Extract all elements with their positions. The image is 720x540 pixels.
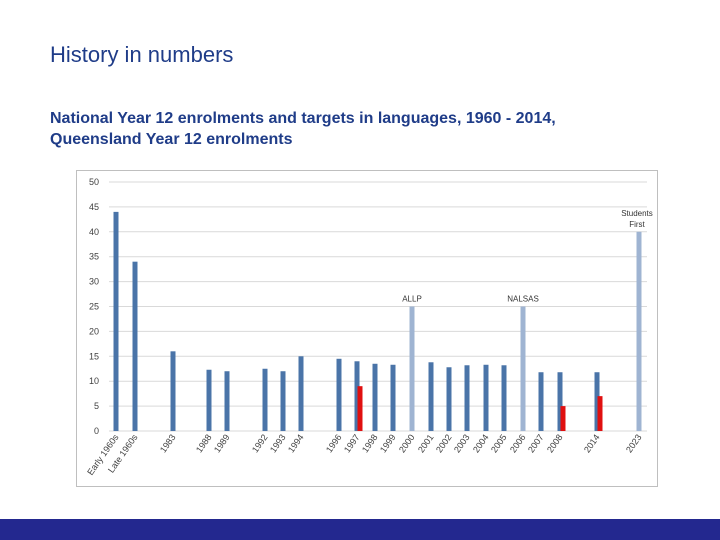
bar-national_mid: [464, 365, 470, 431]
bar-queensland: [357, 386, 363, 431]
y-tick-label: 5: [94, 401, 99, 411]
bar-queensland: [597, 396, 603, 431]
x-tick-label: 1992: [250, 432, 270, 454]
bar-national: [113, 211, 119, 431]
footer-bar: [0, 519, 720, 540]
x-tick-label: 1988: [194, 432, 214, 454]
y-tick-label: 25: [89, 302, 99, 312]
y-tick-label: 40: [89, 227, 99, 237]
chart-frame: 0 5 10 15 20 25 30 35 40 45 50 ALLP NALSAS Students Fi…: [76, 170, 658, 487]
bar-target: [409, 306, 415, 431]
y-tick-label: 35: [89, 252, 99, 262]
bar-national_mid: [298, 356, 304, 431]
x-tick-label: 1989: [212, 432, 232, 454]
annotation-label: NALSAS: [507, 295, 539, 304]
bar-target: [520, 306, 526, 431]
x-tick-label: 1993: [268, 432, 288, 454]
x-tick-label: 2000: [397, 432, 417, 454]
annotation-label: First: [629, 220, 645, 229]
y-tick-label: 20: [89, 326, 99, 336]
bar-national_mid: [170, 351, 176, 431]
bar-national_mid: [354, 361, 360, 431]
annotation-label: Students: [621, 209, 653, 218]
x-tick-label: 2001: [416, 432, 436, 454]
x-tick-label: 2014: [582, 432, 602, 454]
x-tick-label: 1998: [360, 432, 380, 454]
x-tick-label: 1999: [378, 432, 398, 454]
enrolment-bar-chart: 0 5 10 15 20 25 30 35 40 45 50 ALLP NALSAS Students Fi…: [85, 177, 653, 477]
x-tick-label: 2006: [508, 432, 528, 454]
y-tick-label: 30: [89, 277, 99, 287]
bar-national_mid: [501, 365, 507, 431]
x-tick-label: 2005: [489, 432, 509, 454]
x-tick-label: 1996: [324, 432, 344, 454]
bar-national_mid: [224, 371, 230, 431]
bar-national_mid: [446, 367, 452, 431]
bar-national_mid: [594, 372, 600, 431]
x-tick-label: 2008: [545, 432, 565, 454]
y-tick-label: 10: [89, 376, 99, 386]
bar-national_mid: [262, 368, 268, 431]
y-tick-label: 50: [89, 177, 99, 187]
bar-queensland: [560, 406, 566, 431]
bar-target: [636, 231, 642, 431]
bar-national_mid: [206, 369, 212, 431]
bar-national_mid: [428, 362, 434, 431]
x-tick-label: 1997: [342, 432, 362, 454]
slide-title: History in numbers: [50, 42, 234, 67]
x-tick-label: 2004: [471, 432, 491, 454]
x-tick-label: 1994: [286, 432, 306, 454]
subtitle-line-1: National Year 12 enrolments and targets …: [50, 110, 556, 127]
subtitle-line-2: Queensland Year 12 enrolments: [50, 131, 293, 148]
bar-national_mid: [390, 364, 396, 431]
y-tick-label: 45: [89, 202, 99, 212]
annotation-label: ALLP: [402, 295, 422, 304]
x-tick-label: 1983: [158, 432, 178, 454]
bar-national_mid: [538, 372, 544, 431]
x-tick-label: 2003: [452, 432, 472, 454]
x-tick-label: 2007: [526, 432, 546, 454]
bar-national_mid: [557, 372, 563, 431]
x-tick-label: 2002: [434, 432, 454, 454]
y-tick-label: 15: [89, 351, 99, 361]
bar-national: [132, 261, 138, 431]
x-tick-label: 2023: [624, 432, 644, 454]
bar-national_mid: [372, 363, 378, 431]
y-tick-label: 0: [94, 426, 99, 436]
slide-subtitle: National Year 12 enrolments and targets …: [50, 108, 690, 150]
bar-national_mid: [336, 358, 342, 431]
bar-national_mid: [483, 364, 489, 431]
bar-national_mid: [280, 371, 286, 431]
